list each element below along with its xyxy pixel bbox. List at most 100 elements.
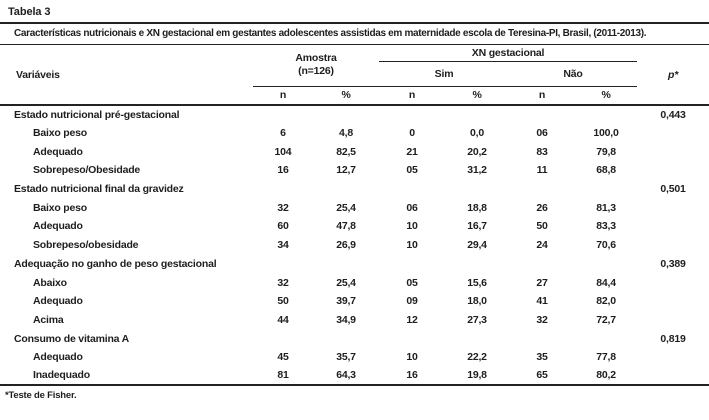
data-row: Acima 44 34,9 12 27,3 32 72,7 <box>0 311 709 330</box>
cell-value: 34,9 <box>336 313 356 326</box>
cell-value: 41 <box>536 295 548 308</box>
empty-p-cell <box>637 367 709 386</box>
column-group-amostra: Amostra (n=126) <box>253 45 380 87</box>
cell-value: 05 <box>406 276 418 289</box>
table-page: Tabela 3 Características nutricionais e … <box>0 6 709 401</box>
data-table: Variáveis Amostra (n=126) XN gestacional… <box>0 45 709 387</box>
cell-value: 64,3 <box>336 369 356 382</box>
row-label: Inadequado <box>33 369 90 382</box>
data-row: Baixo peso 6 4,8 0 0,0 06 100,0 <box>0 124 709 143</box>
cell-value: 12,7 <box>336 164 356 177</box>
table-caption: Características nutricionais e XN gestac… <box>14 28 647 39</box>
subheader-pct-nao: % <box>575 86 638 106</box>
cell-value: 18,8 <box>467 201 487 214</box>
row-label: Sobrepeso/Obesidade <box>33 164 141 177</box>
cell-value: 18,0 <box>467 295 487 308</box>
cell-value: 27,3 <box>467 313 487 326</box>
empty-p-cell <box>637 142 709 161</box>
cell-value: 05 <box>406 164 418 177</box>
caption-block: Características nutricionais e XN gestac… <box>0 24 709 45</box>
data-row: Sobrepeso/obesidade 34 26,9 10 29,4 24 70,6 <box>0 236 709 255</box>
empty-p-cell <box>637 348 709 367</box>
empty-p-cell <box>637 273 709 292</box>
cell-value: 0 <box>409 127 415 140</box>
cell-value: 22,2 <box>467 351 487 364</box>
title-block: Tabela 3 <box>0 6 709 24</box>
cell-value: 80,2 <box>596 369 616 382</box>
column-group-sim: Sim <box>379 61 510 87</box>
data-row: Sobrepeso/Obesidade 16 12,7 05 31,2 11 68,8 <box>0 161 709 180</box>
cell-value: 31,2 <box>467 164 487 177</box>
cell-value: 16,7 <box>467 220 487 233</box>
cell-value: 24 <box>536 239 548 252</box>
data-row: Abaixo 32 25,4 05 15,6 27 84,4 <box>0 273 709 292</box>
row-label: Acima <box>33 313 64 326</box>
subheader-n-nao: n <box>509 86 576 106</box>
cell-value: 10 <box>406 220 418 233</box>
cell-value: 16 <box>277 164 289 177</box>
section-row: Estado nutricional pré-gestacional 0,443 <box>0 105 709 124</box>
cell-value: 83 <box>536 145 548 158</box>
cell-value: 79,8 <box>596 145 616 158</box>
cell-value: 29,4 <box>467 239 487 252</box>
row-label: Adequado <box>33 351 83 364</box>
data-row: Adequado 50 39,7 09 18,0 41 82,0 <box>0 292 709 311</box>
table-header: Variáveis Amostra (n=126) XN gestacional… <box>0 45 709 106</box>
cell-value: 47,8 <box>336 220 356 233</box>
data-row: Inadequado 81 64,3 16 19,8 65 80,2 <box>0 367 709 386</box>
cell-value: 83,3 <box>596 220 616 233</box>
cell-value: 26 <box>536 201 548 214</box>
column-header-variables: Variáveis <box>0 45 253 106</box>
cell-value: 32 <box>536 313 548 326</box>
empty-p-cell <box>637 311 709 330</box>
section-label: Consumo de vitamina A <box>14 332 130 345</box>
column-group-xn-gestacional: XN gestacional <box>379 45 638 62</box>
cell-value: 35,7 <box>336 351 356 364</box>
cell-value: 25,4 <box>336 276 356 289</box>
section-label: Estado nutricional pré-gestacional <box>14 108 180 121</box>
section-row: Consumo de vitamina A 0,819 <box>0 329 709 348</box>
cell-value: 100,0 <box>593 127 619 140</box>
column-group-nao: Não <box>509 61 638 87</box>
row-label: Baixo peso <box>33 127 88 140</box>
table-title: Tabela 3 <box>8 6 51 18</box>
table-body: Estado nutricional pré-gestacional 0,443 B… <box>0 105 709 385</box>
cell-value: 0,0 <box>470 127 485 140</box>
empty-p-cell <box>637 124 709 143</box>
cell-value: 35 <box>536 351 548 364</box>
cell-value: 60 <box>277 220 289 233</box>
cell-value: 72,7 <box>596 313 616 326</box>
cell-value: 44 <box>277 313 289 326</box>
cell-value: 11 <box>536 164 548 177</box>
header-row-sim-nao: Sim Não <box>0 61 709 87</box>
cell-value: 6 <box>280 127 286 140</box>
cell-value: 4,8 <box>339 127 353 140</box>
cell-value: 82,5 <box>336 145 356 158</box>
cell-value: 45 <box>277 351 289 364</box>
cell-value: 20,2 <box>467 145 487 158</box>
data-row: Adequado 104 82,5 21 20,2 83 79,8 <box>0 142 709 161</box>
cell-value: 25,4 <box>336 201 356 214</box>
cell-value: 12 <box>406 313 418 326</box>
cell-value: 77,8 <box>596 351 616 364</box>
cell-value: 27 <box>536 276 548 289</box>
section-row: Estado nutricional final da gravidez 0,50… <box>0 180 709 199</box>
empty-p-cell <box>637 236 709 255</box>
amostra-label-line1: Amostra <box>295 52 337 65</box>
section-p-value: 0,501 <box>660 183 686 196</box>
subheader-pct-amostra: % <box>313 86 380 106</box>
cell-value: 50 <box>536 220 548 233</box>
empty-p-cell <box>637 217 709 236</box>
subheader-pct-sim: % <box>445 86 510 106</box>
subheader-n-sim: n <box>379 86 446 106</box>
amostra-label-line2: (n=126) <box>298 65 334 78</box>
data-row: Adequado 60 47,8 10 16,7 50 83,3 <box>0 217 709 236</box>
row-label: Adequado <box>33 220 83 233</box>
cell-value: 21 <box>406 145 418 158</box>
row-label: Adequado <box>33 145 83 158</box>
row-label: Abaixo <box>33 276 67 289</box>
cell-value: 84,4 <box>596 276 616 289</box>
cell-value: 09 <box>406 295 418 308</box>
section-p-value: 0,819 <box>660 332 686 345</box>
data-row: Adequado 45 35,7 10 22,2 35 77,8 <box>0 348 709 367</box>
